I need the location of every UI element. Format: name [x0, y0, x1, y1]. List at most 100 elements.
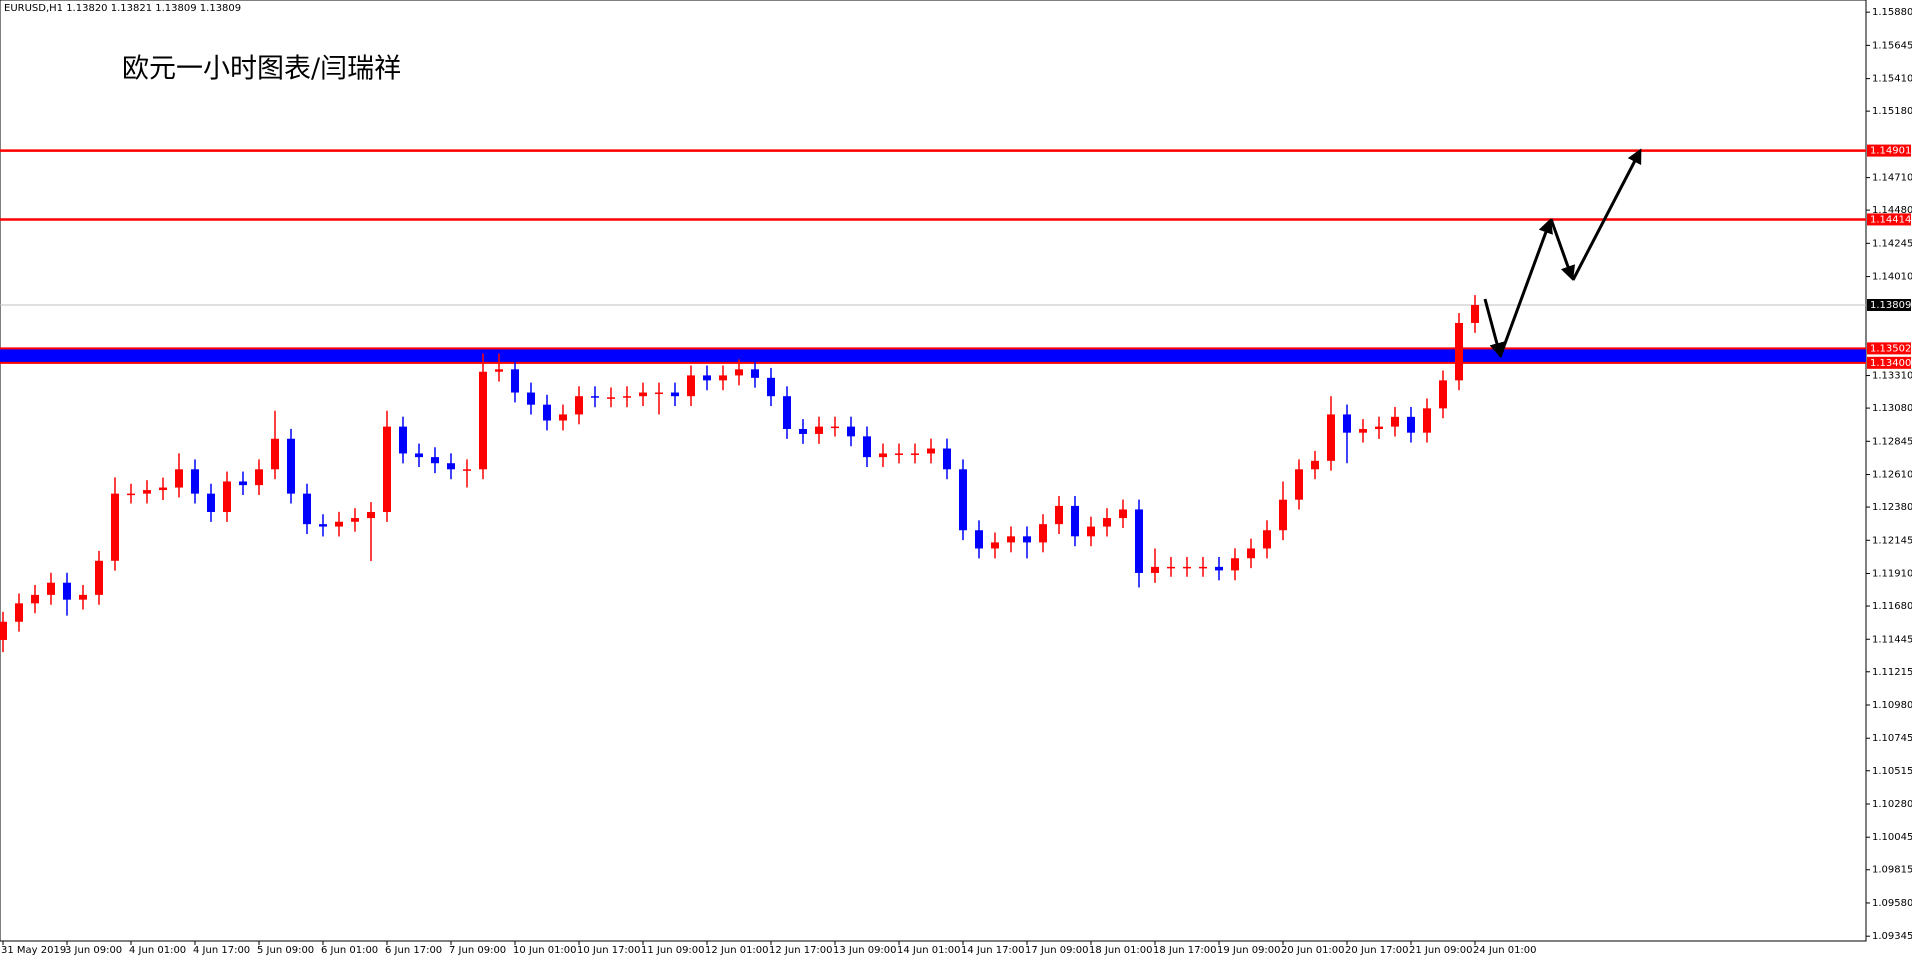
candle-body — [255, 469, 263, 486]
candle-body — [687, 375, 695, 397]
candle-body — [1023, 536, 1031, 543]
candle-body — [799, 428, 807, 434]
candle-body — [31, 594, 39, 604]
x-tick-label: 10 Jun 01:00 — [513, 945, 577, 956]
candle-body — [895, 453, 903, 455]
candle-body — [575, 396, 583, 415]
candle-body — [415, 453, 423, 458]
candle-body — [1407, 416, 1415, 433]
y-tick-label: 1.11910 — [1872, 569, 1912, 580]
x-tick-label: 14 Jun 17:00 — [961, 945, 1025, 956]
candle-body — [1135, 509, 1143, 573]
candle-body — [975, 530, 983, 549]
y-tick-label: 1.15645 — [1872, 40, 1912, 51]
candle-body — [223, 481, 231, 513]
candle-body — [1279, 499, 1287, 531]
band-label: 1.13400 — [1870, 358, 1911, 369]
y-tick-label: 1.10980 — [1872, 700, 1912, 711]
candle-body — [79, 594, 87, 600]
candle-body — [95, 560, 103, 595]
candle-body — [447, 463, 455, 470]
x-tick-label: 11 Jun 09:00 — [641, 945, 705, 956]
candle-body — [303, 493, 311, 525]
candle-body — [383, 426, 391, 513]
y-tick-label: 1.14480 — [1872, 205, 1912, 216]
candle-body — [1119, 509, 1127, 519]
y-tick-label: 1.10280 — [1872, 799, 1912, 810]
candle-body — [591, 396, 599, 398]
candle-body — [239, 481, 247, 486]
candle-body — [831, 426, 839, 429]
candle-body — [399, 426, 407, 454]
x-tick-label: 12 Jun 17:00 — [769, 945, 833, 956]
forecast-arrows — [1483, 148, 1642, 358]
level-label: 1.14901 — [1870, 146, 1911, 157]
candle-body — [1359, 428, 1367, 433]
candle-body — [1087, 526, 1095, 537]
arrow — [1483, 298, 1505, 358]
candle-body — [1183, 566, 1191, 569]
x-tick-label: 6 Jun 01:00 — [321, 945, 378, 956]
x-tick-label: 5 Jun 09:00 — [257, 945, 314, 956]
x-tick-label: 14 Jun 01:00 — [897, 945, 961, 956]
candle-body — [559, 414, 567, 421]
candle-body — [991, 542, 999, 549]
x-tick-label: 20 Jun 01:00 — [1281, 945, 1345, 956]
y-tick-label: 1.09580 — [1872, 898, 1912, 909]
x-tick-label: 19 Jun 09:00 — [1217, 945, 1281, 956]
candle-body — [367, 512, 375, 519]
y-tick-label: 1.10745 — [1872, 733, 1912, 744]
band-label-box — [1867, 342, 1911, 355]
candle-body — [543, 404, 551, 421]
candle-body — [1167, 566, 1175, 569]
y-tick-label: 1.10515 — [1872, 766, 1912, 777]
candle-body — [511, 369, 519, 393]
level-label: 1.14414 — [1870, 214, 1911, 225]
candle-body — [783, 396, 791, 429]
x-tick-label: 31 May 2019 — [1, 945, 66, 956]
candle-body — [127, 493, 135, 496]
x-tick-label: 17 Jun 09:00 — [1025, 945, 1089, 956]
candle-body — [47, 582, 55, 595]
y-tick-label: 1.14710 — [1872, 173, 1912, 184]
marks: 1.15880 1.15645 1.15410 1.15180 1.14710 1.144… — [0, 7, 1912, 956]
y-tick-label: 1.15410 — [1872, 74, 1912, 85]
candle-body — [911, 453, 919, 455]
candle-body — [655, 392, 663, 395]
chart-header: EURUSD,H1 1.13820 1.13821 1.13809 1.1380… — [4, 3, 241, 14]
candle-body — [1247, 548, 1255, 559]
candle-body — [927, 448, 935, 454]
y-tick-label: 1.12145 — [1872, 535, 1912, 546]
candle-body — [1391, 416, 1399, 427]
candle-body — [815, 426, 823, 434]
y-tick-label: 1.14010 — [1872, 272, 1912, 283]
y-tick-label: 1.10045 — [1872, 832, 1912, 843]
candle-body — [1103, 518, 1111, 527]
candle-body — [1231, 558, 1239, 571]
x-tick-label: 13 Jun 09:00 — [833, 945, 897, 956]
x-tick-label: 7 Jun 09:00 — [449, 945, 506, 956]
candle-body — [63, 582, 71, 600]
x-tick-label: 18 Jun 01:00 — [1089, 945, 1153, 956]
band-label: 1.13502 — [1870, 343, 1911, 354]
candle-body — [863, 436, 871, 458]
level-label-box — [1867, 213, 1911, 226]
candle-body — [463, 469, 471, 471]
candle-body — [495, 369, 503, 372]
candle-body — [143, 490, 151, 494]
candle-body — [943, 448, 951, 470]
candle-body — [1423, 408, 1431, 433]
candle-body — [207, 493, 215, 513]
candle-body — [1039, 524, 1047, 543]
candle-body — [703, 375, 711, 381]
x-tick-label: 12 Jun 01:00 — [705, 945, 769, 956]
candle-body — [607, 397, 615, 399]
candle-body — [1439, 380, 1447, 409]
candle-body — [191, 469, 199, 494]
arrow — [1498, 218, 1553, 358]
candle-body — [1199, 566, 1207, 569]
x-tick-label: 4 Jun 01:00 — [129, 945, 186, 956]
candle-body — [623, 396, 631, 398]
y-tick-label: 1.12380 — [1872, 502, 1912, 513]
